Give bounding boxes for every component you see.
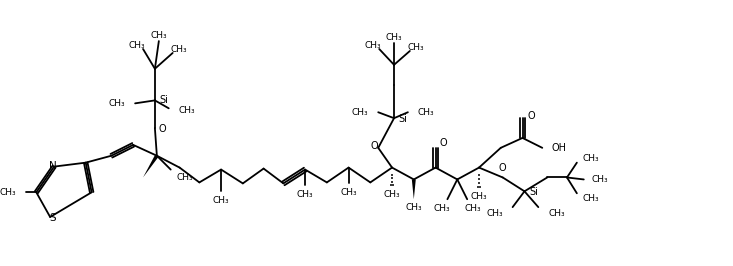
Text: CH₃: CH₃ [384,190,400,199]
Text: CH₃: CH₃ [583,154,600,163]
Text: CH₃: CH₃ [213,196,229,205]
Text: CH₃: CH₃ [471,192,487,201]
Text: CH₃: CH₃ [108,99,125,108]
Text: CH₃: CH₃ [405,203,422,212]
Text: CH₃: CH₃ [297,190,314,199]
Text: CH₃: CH₃ [592,175,608,184]
Text: CH₃: CH₃ [352,108,369,117]
Text: CH₃: CH₃ [583,194,600,203]
Text: N: N [49,161,57,171]
Text: CH₃: CH₃ [548,209,565,218]
Text: CH₃: CH₃ [486,209,503,218]
Text: CH₃: CH₃ [0,188,17,197]
Text: CH₃: CH₃ [340,188,357,197]
Text: CH₃: CH₃ [386,33,402,42]
Polygon shape [412,180,416,199]
Text: CH₃: CH₃ [365,40,382,49]
Text: CH₃: CH₃ [465,203,482,213]
Polygon shape [143,155,158,177]
Text: Si: Si [529,187,538,197]
Text: O: O [499,163,507,173]
Text: CH₃: CH₃ [150,31,167,40]
Text: CH₃: CH₃ [408,43,424,52]
Text: O: O [159,124,166,134]
Text: CH₃: CH₃ [433,203,450,213]
Text: Si: Si [159,95,168,105]
Text: O: O [528,111,535,121]
Text: O: O [440,138,447,148]
Text: OH: OH [551,143,566,153]
Text: CH₃: CH₃ [170,44,187,53]
Text: O: O [370,141,378,151]
Text: CH₃: CH₃ [179,106,195,115]
Text: CH₃: CH₃ [129,40,145,49]
Text: CH₃: CH₃ [177,173,194,182]
Text: S: S [50,213,56,223]
Text: Si: Si [399,114,408,124]
Text: CH₃: CH₃ [418,108,435,117]
